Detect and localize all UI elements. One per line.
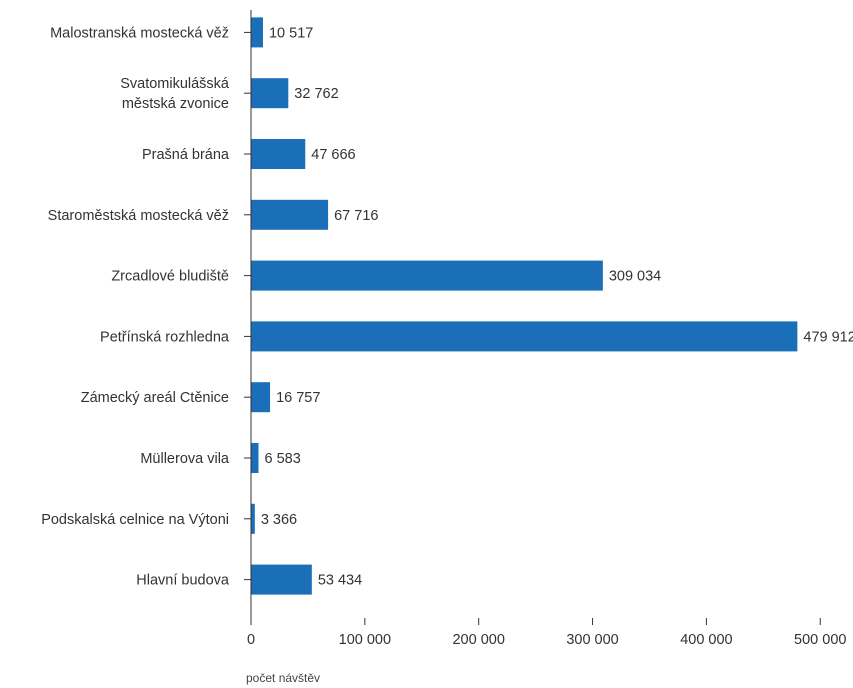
- x-tick-label: 0: [247, 632, 255, 648]
- category-label: Müllerova vila: [140, 451, 230, 467]
- x-tick-label: 400 000: [680, 632, 732, 648]
- category-label-line: městská zvonice: [122, 96, 229, 112]
- category-label: Petřínská rozhledna: [100, 329, 230, 345]
- category-labels-group: Malostranská mostecká věž Svatomikulášská…: [41, 25, 230, 588]
- category-label-line: Petřínská rozhledna: [100, 329, 230, 345]
- x-tick-label: 500 000: [794, 632, 846, 648]
- x-tick-label: 300 000: [566, 632, 618, 648]
- category-label: Prašná brána: [142, 147, 230, 163]
- bar: [251, 503, 255, 534]
- category-label: Zrcadlové bludiště: [111, 269, 229, 285]
- data-label: 10 517: [269, 25, 313, 41]
- bar: [251, 382, 271, 413]
- bar: [251, 443, 259, 473]
- y-ticks-group: [244, 31, 251, 581]
- data-label: 6 583: [264, 451, 300, 467]
- x-ticks-group: 0 100 000 200 000 300 000 400 000 500 000: [247, 618, 846, 648]
- category-label: Hlavní budova: [136, 573, 230, 589]
- bar: [251, 17, 263, 48]
- data-label: 479 912: [803, 329, 853, 345]
- category-label: Staroměstská mostecká věž: [48, 208, 229, 224]
- bars-group: [251, 17, 798, 595]
- category-label-line: Staroměstská mostecká věž: [48, 208, 229, 224]
- category-label-line: Zámecký areál Ctěnice: [81, 390, 229, 406]
- category-label-line: Prašná brána: [142, 147, 230, 163]
- bar: [251, 199, 329, 230]
- bar: [251, 564, 312, 595]
- x-tick-label: 100 000: [339, 632, 391, 648]
- data-label: 67 716: [334, 208, 378, 224]
- data-label: 3 366: [261, 512, 297, 528]
- category-label: Zámecký areál Ctěnice: [81, 390, 229, 406]
- bar: [251, 321, 798, 352]
- x-tick-label: 200 000: [452, 632, 504, 648]
- data-label: 309 034: [609, 269, 661, 285]
- value-labels-group: 10 517 32 762 47 666 67 716 309 034 479 912 16…: [261, 25, 853, 588]
- x-axis-title: počet návštěv: [246, 671, 320, 685]
- data-label: 32 762: [294, 86, 338, 102]
- bar: [251, 139, 306, 169]
- data-label: 47 666: [311, 147, 355, 163]
- category-label: Malostranská mostecká věž: [50, 25, 229, 41]
- data-label: 53 434: [318, 573, 362, 589]
- category-label-line: Zrcadlové bludiště: [111, 269, 229, 285]
- category-label-line: Hlavní budova: [136, 573, 230, 589]
- category-label: Podskalská celnice na Výtoni: [41, 512, 229, 528]
- data-label: 16 757: [276, 390, 320, 406]
- bar: [251, 78, 289, 109]
- category-label: Svatomikulášská městská zvonice: [120, 76, 230, 112]
- bar: [251, 260, 603, 291]
- category-label-line: Podskalská celnice na Výtoni: [41, 512, 229, 528]
- category-label-line: Malostranská mostecká věž: [50, 25, 229, 41]
- category-label-line: Müllerova vila: [140, 451, 230, 467]
- category-label-line: Svatomikulášská: [120, 76, 230, 92]
